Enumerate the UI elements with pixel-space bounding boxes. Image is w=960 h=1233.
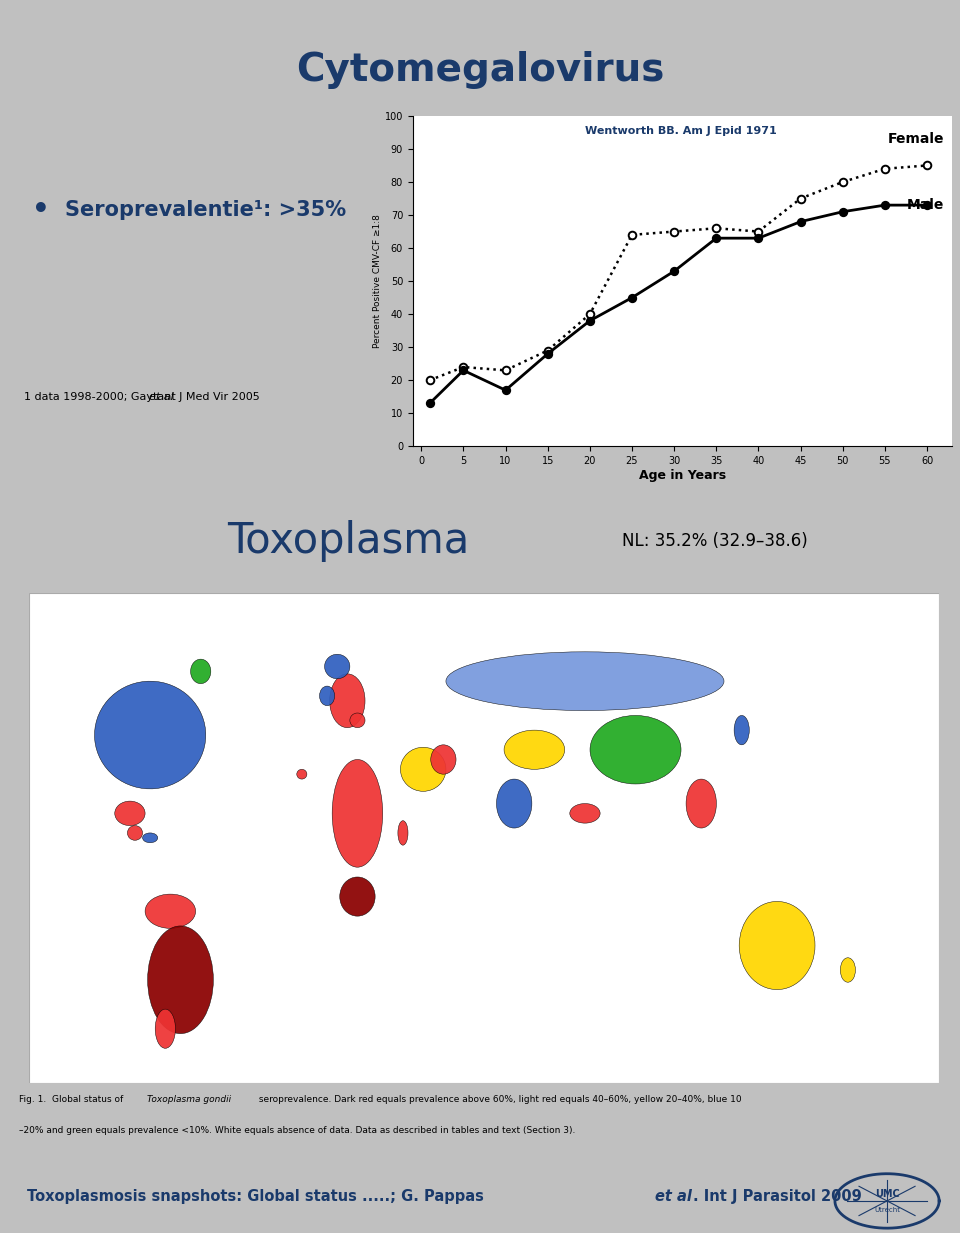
Ellipse shape: [570, 804, 600, 824]
Ellipse shape: [128, 826, 142, 840]
Ellipse shape: [156, 1009, 176, 1048]
Text: et al: et al: [149, 392, 174, 402]
Text: seroprevalence. Dark red equals prevalence above 60%, light red equals 40–60%, y: seroprevalence. Dark red equals prevalen…: [256, 1095, 742, 1104]
Ellipse shape: [148, 926, 213, 1033]
Text: Fig. 1.  Global status of: Fig. 1. Global status of: [19, 1095, 126, 1104]
Ellipse shape: [349, 713, 365, 727]
Text: Utrecht: Utrecht: [874, 1207, 900, 1213]
Ellipse shape: [329, 674, 365, 727]
Ellipse shape: [115, 801, 145, 826]
Text: •: •: [33, 196, 50, 224]
Ellipse shape: [496, 779, 532, 829]
Ellipse shape: [734, 715, 749, 745]
Text: NL: 35.2% (32.9–38.6): NL: 35.2% (32.9–38.6): [622, 531, 807, 550]
Ellipse shape: [400, 747, 445, 792]
Text: UMC: UMC: [875, 1189, 900, 1198]
Text: Male: Male: [907, 199, 945, 212]
Ellipse shape: [397, 821, 408, 845]
Ellipse shape: [297, 769, 307, 779]
Text: Wentworth BB. Am J Epid 1971: Wentworth BB. Am J Epid 1971: [586, 126, 778, 136]
Text: 1 data 1998-2000; Gaytant: 1 data 1998-2000; Gaytant: [24, 392, 180, 402]
Ellipse shape: [145, 894, 196, 928]
Ellipse shape: [590, 715, 681, 784]
Text: . J Med Vir 2005: . J Med Vir 2005: [172, 392, 259, 402]
Ellipse shape: [739, 901, 815, 990]
Text: Cytomegalovirus: Cytomegalovirus: [296, 52, 664, 89]
Ellipse shape: [431, 745, 456, 774]
Text: Female: Female: [888, 132, 945, 145]
X-axis label: Age in Years: Age in Years: [639, 469, 726, 482]
Text: Seroprevalentie¹: >35%: Seroprevalentie¹: >35%: [65, 200, 347, 221]
Text: Toxoplasmosis snapshots: Global status .....; G. Pappas: Toxoplasmosis snapshots: Global status .…: [27, 1189, 489, 1203]
Text: –20% and green equals prevalence <10%. White equals absence of data. Data as des: –20% and green equals prevalence <10%. W…: [19, 1126, 575, 1136]
Y-axis label: Percent Positive CMV-CF ≥1:8: Percent Positive CMV-CF ≥1:8: [372, 215, 382, 348]
Ellipse shape: [445, 652, 724, 710]
Ellipse shape: [191, 660, 211, 683]
Ellipse shape: [320, 686, 335, 705]
Ellipse shape: [324, 655, 349, 678]
Ellipse shape: [340, 877, 375, 916]
Ellipse shape: [94, 681, 205, 789]
Ellipse shape: [142, 834, 157, 842]
Text: . Int J Parasitol 2009: . Int J Parasitol 2009: [692, 1189, 861, 1203]
Ellipse shape: [840, 958, 855, 983]
Text: et al: et al: [655, 1189, 691, 1203]
Text: Toxoplasma gondii: Toxoplasma gondii: [147, 1095, 230, 1104]
Text: Toxoplasma: Toxoplasma: [227, 520, 468, 562]
Ellipse shape: [686, 779, 716, 829]
Ellipse shape: [332, 760, 383, 867]
Ellipse shape: [504, 730, 564, 769]
